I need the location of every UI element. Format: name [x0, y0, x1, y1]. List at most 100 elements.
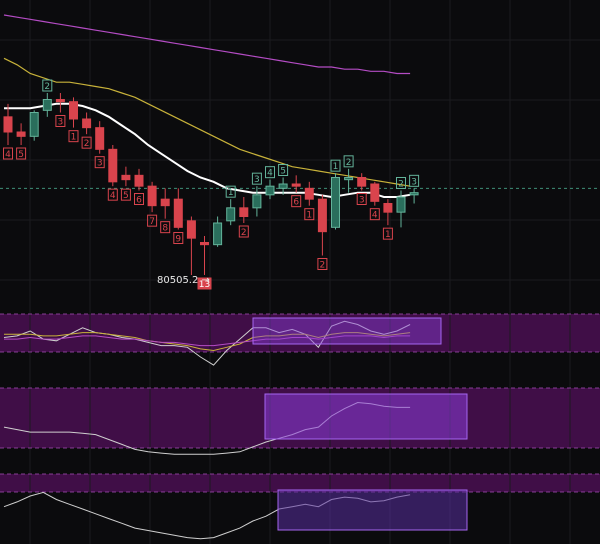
sequence-count-text: 2 [398, 180, 404, 190]
sequence-count-box [94, 156, 105, 169]
sequence-count-label: 6 [134, 193, 144, 206]
sequence-count-label: 4 [3, 147, 13, 160]
sequence-count-box [278, 164, 289, 176]
candle-body [173, 198, 183, 228]
sequence-count-box [369, 208, 380, 221]
sequence-count-label: 5 [16, 147, 27, 160]
sequence-count-text: 1 [306, 211, 312, 221]
sequence-count-label: 4 [369, 208, 380, 221]
candle-body [3, 116, 13, 133]
sequence-count-box [265, 166, 275, 179]
moving-averages [3, 14, 411, 199]
sequence-count-text: 6 [293, 198, 299, 208]
sequence-count-box [16, 147, 27, 160]
candle-body [344, 177, 354, 181]
candle-body [95, 127, 105, 150]
sequence-count-label: 13 [197, 277, 212, 290]
sequence-count-box [382, 227, 393, 240]
candle-body [252, 194, 262, 209]
oscillator-line-1 [3, 320, 411, 366]
candle-body [186, 220, 196, 239]
candle-body [16, 131, 26, 137]
candle-body [383, 203, 393, 213]
candle-body [291, 183, 301, 187]
sequence-count-text: 2 [84, 139, 90, 149]
candle-body [29, 112, 39, 137]
highlight-boxes [252, 317, 468, 531]
sequence-count-label: 3 [55, 115, 66, 128]
sequence-count-box [304, 208, 315, 221]
sequence-count-text: 3 [58, 118, 64, 128]
sequence-count-text: 3 [359, 196, 365, 206]
candle-body [121, 174, 131, 181]
zone-dashed-borders [0, 313, 600, 493]
sequence-count-label: 1 [330, 159, 341, 172]
sequence-count-label: 1 [225, 185, 236, 198]
sequence-count-label: 3 [409, 174, 420, 187]
sequence-count-label: 6 [291, 195, 302, 208]
sequence-count-label: 3 [94, 156, 105, 169]
sequence-count-text: 1 [71, 133, 77, 143]
sequence-count-box [251, 172, 262, 185]
sequence-count-box [107, 188, 118, 201]
candle-body [304, 187, 314, 200]
candle-body [82, 118, 92, 129]
candles [3, 93, 419, 275]
sequence-count-label: 5 [278, 164, 289, 177]
candle-body [134, 174, 144, 187]
sequence-count-text: 3 [411, 177, 417, 187]
candle-body [69, 101, 78, 120]
sequence-count-box [55, 115, 66, 127]
sequence-count-label: 4 [107, 188, 118, 201]
sequence-count-label: 1 [68, 130, 79, 143]
sequence-count-text: 6 [136, 196, 142, 206]
sequence-count-label: 3 [251, 172, 262, 185]
sequence-count-text: 3 [254, 175, 260, 185]
sequence-count-text: 1 [385, 230, 391, 240]
candle-body [226, 207, 236, 222]
sequence-count-label: 2 [81, 136, 92, 149]
sequence-count-box [409, 174, 420, 187]
sequence-count-text: 2 [44, 82, 50, 92]
sequence-count-text: 4 [267, 169, 273, 179]
sequence-count-box [3, 147, 13, 160]
sequence-count-box [42, 79, 53, 92]
candle-body [265, 185, 275, 196]
sequence-count-box [134, 193, 144, 205]
sequence-count-box [197, 277, 212, 290]
sequence-count-label: 9 [173, 232, 184, 245]
sequence-count-label: 8 [160, 221, 171, 234]
oscillator-line-2 [4, 332, 411, 352]
sequence-count-label: 4 [265, 166, 275, 179]
sequence-count-text: 2 [320, 261, 326, 271]
sequence-count-box [396, 177, 406, 189]
sequence-count-box [120, 188, 131, 201]
candle-body [331, 177, 340, 228]
highlight-box-1 [252, 317, 442, 345]
sequence-count-label: 1 [304, 208, 315, 221]
highlight-box-2 [264, 393, 468, 440]
sequence-count-label: 2 [42, 79, 53, 92]
candle-body [357, 177, 367, 187]
sequence-count-text: 3 [97, 159, 103, 169]
sequence-count-label: 1 [382, 227, 393, 240]
sequence-count-text: 1 [333, 162, 339, 172]
sequence-count-box [68, 130, 79, 143]
candle-body [370, 183, 380, 202]
sequence-count-text: 9 [175, 235, 181, 245]
sequence-count-text: 4 [110, 191, 116, 201]
candle-body [200, 242, 209, 246]
candle-body [42, 99, 52, 111]
sequence-count-text: 4 [5, 150, 11, 160]
candle-body [239, 207, 249, 217]
sequence-count-box [330, 159, 341, 172]
highlight-box-3 [277, 489, 468, 531]
candle-body [213, 222, 223, 246]
sequence-count-box [343, 155, 354, 168]
candle-body [396, 196, 406, 213]
sequence-count-box [147, 214, 158, 227]
